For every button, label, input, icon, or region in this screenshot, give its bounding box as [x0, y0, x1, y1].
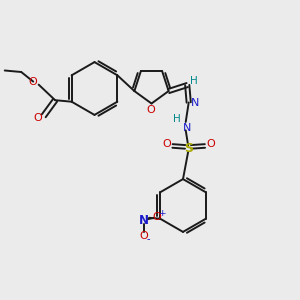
Text: N: N — [139, 214, 148, 227]
Text: O: O — [28, 77, 37, 87]
Text: O: O — [33, 113, 42, 123]
Text: +: + — [158, 209, 166, 218]
Text: O: O — [162, 140, 171, 149]
Text: O: O — [153, 212, 161, 222]
Text: O: O — [206, 140, 215, 149]
Text: O: O — [139, 231, 148, 241]
Text: -: - — [146, 234, 150, 244]
Text: N: N — [182, 123, 191, 133]
Text: H: H — [173, 114, 181, 124]
Text: H: H — [190, 76, 198, 86]
Text: O: O — [146, 105, 155, 115]
Text: N: N — [191, 98, 200, 108]
Text: S: S — [184, 142, 193, 155]
